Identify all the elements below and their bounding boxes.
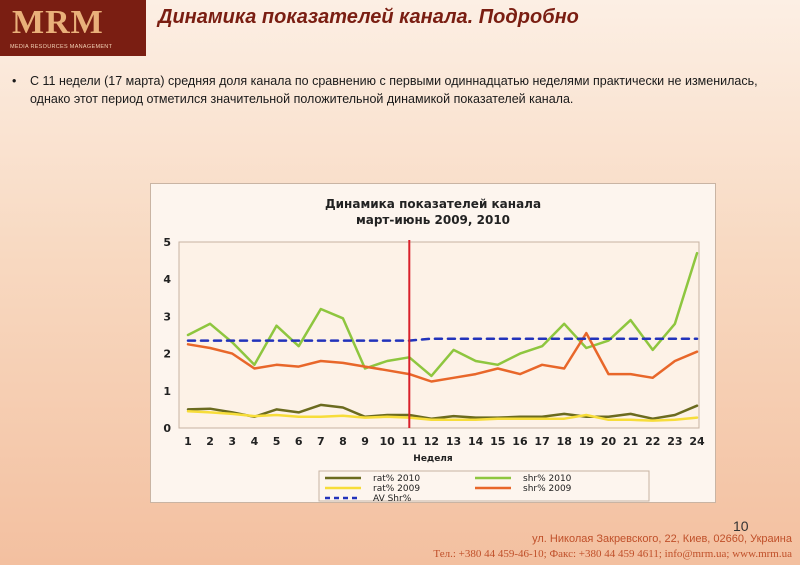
x-tick-label: 13 <box>446 435 461 448</box>
page-title: Динамика показателей канала. Подробно <box>158 6 579 28</box>
x-tick-label: 12 <box>424 435 439 448</box>
y-tick-label: 5 <box>163 236 171 249</box>
x-tick-label: 6 <box>295 435 303 448</box>
logo-subtitle: MEDIA RESOURCES MANAGEMENT <box>10 44 113 50</box>
x-tick-label: 10 <box>380 435 396 448</box>
y-tick-label: 2 <box>163 348 171 361</box>
chart-svg: Динамика показателей канала март-июнь 200… <box>163 197 705 504</box>
line-chart: Динамика показателей канала март-июнь 200… <box>150 183 716 504</box>
series-line <box>186 331 699 383</box>
footer-address: ул. Николая Закревского, 22, Киев, 02660… <box>532 533 792 545</box>
x-tick-label: 5 <box>273 435 281 448</box>
x-tick-label: 2 <box>206 435 214 448</box>
company-logo: MRM MEDIA RESOURCES MANAGEMENT <box>0 0 146 56</box>
x-tick-label: 11 <box>402 435 417 448</box>
legend-label: shr% 2010 <box>523 474 572 484</box>
x-tick-label: 22 <box>645 435 660 448</box>
x-axis-label: Неделя <box>413 454 453 464</box>
x-tick-label: 21 <box>623 435 638 448</box>
legend-label: rat% 2009 <box>373 484 420 494</box>
bullet-icon: • <box>12 74 17 88</box>
x-tick-label: 7 <box>317 435 325 448</box>
legend-label: rat% 2010 <box>373 474 420 484</box>
x-tick-label: 19 <box>579 435 594 448</box>
legend-box <box>318 470 650 502</box>
x-tick-label: 24 <box>689 435 705 448</box>
y-tick-label: 4 <box>163 273 171 286</box>
series-line <box>186 337 699 342</box>
bullet-text: С 11 недели (17 марта) средняя доля кана… <box>30 74 758 106</box>
legend-label: AV Shr% <box>373 494 412 502</box>
chart-subtitle: март-июнь 2009, 2010 <box>356 213 510 227</box>
x-tick-label: 18 <box>557 435 572 448</box>
x-tick-label: 14 <box>468 435 484 448</box>
x-tick-label: 16 <box>512 435 528 448</box>
legend-label: shr% 2009 <box>523 484 572 494</box>
series-line <box>186 410 699 422</box>
x-tick-label: 3 <box>228 435 236 448</box>
y-tick-label: 0 <box>163 422 171 435</box>
x-tick-label: 15 <box>490 435 505 448</box>
footer-contacts: Тел.: +380 44 459-46-10; Факс: +380 44 4… <box>433 548 792 560</box>
x-tick-label: 23 <box>667 435 682 448</box>
x-tick-label: 8 <box>339 435 347 448</box>
logo-mark: MRM <box>12 4 104 41</box>
series-line <box>186 251 699 378</box>
x-tick-label: 4 <box>251 435 259 448</box>
y-tick-label: 3 <box>163 310 171 323</box>
page-number: 10 <box>733 518 749 534</box>
series-line <box>186 403 699 420</box>
x-tick-label: 17 <box>534 435 549 448</box>
plot-area <box>178 241 700 429</box>
x-tick-label: 9 <box>361 435 369 448</box>
x-tick-label: 20 <box>601 435 617 448</box>
bullet-text-block: • С 11 недели (17 марта) средняя доля ка… <box>12 72 775 108</box>
chart-title: Динамика показателей канала <box>325 197 541 211</box>
x-tick-label: 1 <box>184 435 192 448</box>
footer: ул. Николая Закревского, 22, Киев, 02660… <box>433 532 792 562</box>
y-tick-label: 1 <box>163 385 171 398</box>
